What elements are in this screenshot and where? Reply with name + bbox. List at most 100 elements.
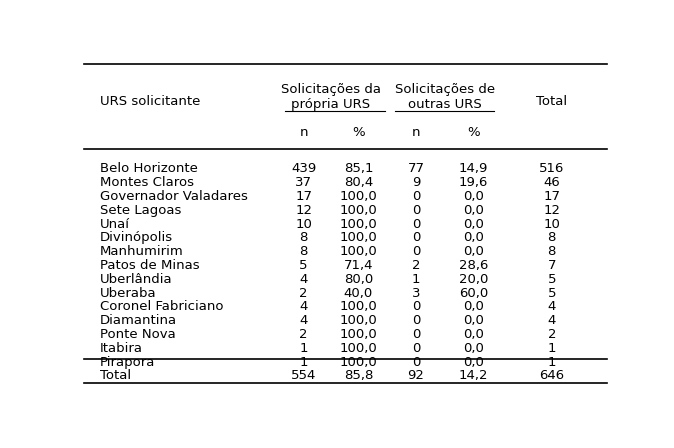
Text: 100,0: 100,0 bbox=[340, 245, 377, 258]
Text: 0: 0 bbox=[412, 218, 420, 231]
Text: 1: 1 bbox=[412, 273, 420, 286]
Text: Uberaba: Uberaba bbox=[100, 287, 156, 300]
Text: 17: 17 bbox=[543, 190, 560, 203]
Text: 100,0: 100,0 bbox=[340, 314, 377, 327]
Text: Solicitações da
própria URS: Solicitações da própria URS bbox=[281, 83, 381, 111]
Text: 80,0: 80,0 bbox=[344, 273, 373, 286]
Text: Montes Claros: Montes Claros bbox=[100, 176, 194, 189]
Text: 4: 4 bbox=[547, 314, 556, 327]
Text: 17: 17 bbox=[295, 190, 312, 203]
Text: Total: Total bbox=[100, 370, 131, 383]
Text: 85,8: 85,8 bbox=[344, 370, 373, 383]
Text: 100,0: 100,0 bbox=[340, 301, 377, 314]
Text: 1: 1 bbox=[299, 356, 308, 369]
Text: 37: 37 bbox=[295, 176, 312, 189]
Text: n: n bbox=[412, 126, 420, 139]
Text: 19,6: 19,6 bbox=[459, 176, 488, 189]
Text: 4: 4 bbox=[299, 273, 308, 286]
Text: 100,0: 100,0 bbox=[340, 232, 377, 245]
Text: 10: 10 bbox=[295, 218, 312, 231]
Text: 2: 2 bbox=[547, 328, 556, 341]
Text: Pirapora: Pirapora bbox=[100, 356, 155, 369]
Text: Governador Valadares: Governador Valadares bbox=[100, 190, 248, 203]
Text: 516: 516 bbox=[539, 163, 564, 176]
Text: 8: 8 bbox=[547, 245, 556, 258]
Text: 0: 0 bbox=[412, 301, 420, 314]
Text: 77: 77 bbox=[408, 163, 425, 176]
Text: 0,0: 0,0 bbox=[463, 314, 484, 327]
Text: 0,0: 0,0 bbox=[463, 301, 484, 314]
Text: Patos de Minas: Patos de Minas bbox=[100, 259, 200, 272]
Text: 0,0: 0,0 bbox=[463, 245, 484, 258]
Text: 100,0: 100,0 bbox=[340, 328, 377, 341]
Text: 0: 0 bbox=[412, 245, 420, 258]
Text: 4: 4 bbox=[547, 301, 556, 314]
Text: %: % bbox=[353, 126, 365, 139]
Text: 4: 4 bbox=[299, 301, 308, 314]
Text: 1: 1 bbox=[547, 356, 556, 369]
Text: 0: 0 bbox=[412, 190, 420, 203]
Text: n: n bbox=[299, 126, 308, 139]
Text: 8: 8 bbox=[299, 245, 308, 258]
Text: %: % bbox=[467, 126, 480, 139]
Text: Total: Total bbox=[537, 95, 568, 108]
Text: 8: 8 bbox=[547, 232, 556, 245]
Text: Divinópolis: Divinópolis bbox=[100, 232, 173, 245]
Text: 2: 2 bbox=[412, 259, 420, 272]
Text: Diamantina: Diamantina bbox=[100, 314, 177, 327]
Text: 100,0: 100,0 bbox=[340, 356, 377, 369]
Text: 0: 0 bbox=[412, 232, 420, 245]
Text: 646: 646 bbox=[539, 370, 564, 383]
Text: Solicitações de
outras URS: Solicitações de outras URS bbox=[394, 83, 495, 111]
Text: 14,9: 14,9 bbox=[459, 163, 488, 176]
Text: 5: 5 bbox=[547, 287, 556, 300]
Text: 46: 46 bbox=[543, 176, 560, 189]
Text: 439: 439 bbox=[291, 163, 316, 176]
Text: 5: 5 bbox=[299, 259, 308, 272]
Text: 0: 0 bbox=[412, 328, 420, 341]
Text: Manhumirim: Manhumirim bbox=[100, 245, 184, 258]
Text: 80,4: 80,4 bbox=[344, 176, 373, 189]
Text: 14,2: 14,2 bbox=[458, 370, 488, 383]
Text: 8: 8 bbox=[299, 232, 308, 245]
Text: 0: 0 bbox=[412, 356, 420, 369]
Text: 9: 9 bbox=[412, 176, 420, 189]
Text: Belo Horizonte: Belo Horizonte bbox=[100, 163, 197, 176]
Text: 100,0: 100,0 bbox=[340, 342, 377, 355]
Text: 1: 1 bbox=[299, 342, 308, 355]
Text: 0,0: 0,0 bbox=[463, 190, 484, 203]
Text: 2: 2 bbox=[299, 287, 308, 300]
Text: 40,0: 40,0 bbox=[344, 287, 373, 300]
Text: 5: 5 bbox=[547, 273, 556, 286]
Text: 0,0: 0,0 bbox=[463, 328, 484, 341]
Text: 100,0: 100,0 bbox=[340, 218, 377, 231]
Text: Ponte Nova: Ponte Nova bbox=[100, 328, 176, 341]
Text: 1: 1 bbox=[547, 342, 556, 355]
Text: 3: 3 bbox=[412, 287, 420, 300]
Text: 7: 7 bbox=[547, 259, 556, 272]
Text: 0,0: 0,0 bbox=[463, 232, 484, 245]
Text: 12: 12 bbox=[295, 204, 312, 217]
Text: Uberlândia: Uberlândia bbox=[100, 273, 173, 286]
Text: 100,0: 100,0 bbox=[340, 204, 377, 217]
Text: 60,0: 60,0 bbox=[459, 287, 488, 300]
Text: 0,0: 0,0 bbox=[463, 356, 484, 369]
Text: 2: 2 bbox=[299, 328, 308, 341]
Text: 0,0: 0,0 bbox=[463, 342, 484, 355]
Text: 10: 10 bbox=[543, 218, 560, 231]
Text: 0: 0 bbox=[412, 314, 420, 327]
Text: 12: 12 bbox=[543, 204, 560, 217]
Text: Unaí: Unaí bbox=[100, 218, 130, 231]
Text: Sete Lagoas: Sete Lagoas bbox=[100, 204, 181, 217]
Text: 0: 0 bbox=[412, 342, 420, 355]
Text: 100,0: 100,0 bbox=[340, 190, 377, 203]
Text: 92: 92 bbox=[408, 370, 425, 383]
Text: 0: 0 bbox=[412, 204, 420, 217]
Text: 71,4: 71,4 bbox=[344, 259, 373, 272]
Text: 0,0: 0,0 bbox=[463, 218, 484, 231]
Text: Itabira: Itabira bbox=[100, 342, 143, 355]
Text: Coronel Fabriciano: Coronel Fabriciano bbox=[100, 301, 223, 314]
Text: 85,1: 85,1 bbox=[344, 163, 373, 176]
Text: 28,6: 28,6 bbox=[459, 259, 488, 272]
Text: URS solicitante: URS solicitante bbox=[100, 95, 200, 108]
